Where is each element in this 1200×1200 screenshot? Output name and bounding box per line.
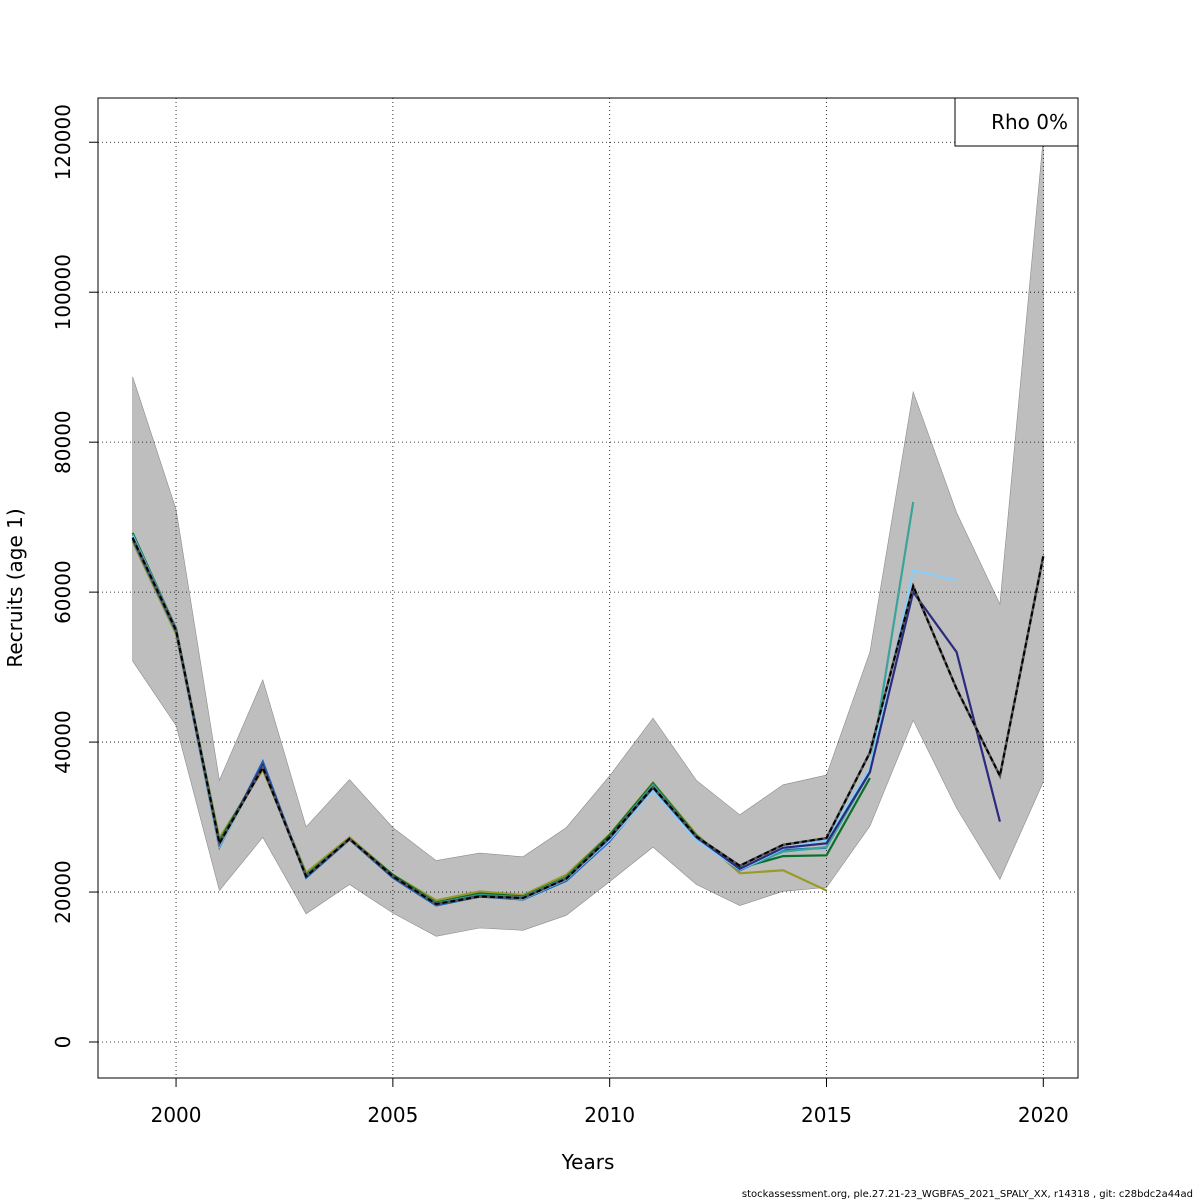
series-line xyxy=(131,537,1045,906)
y-tick-label: 120000 xyxy=(51,104,75,180)
y-tick-label: 40000 xyxy=(51,710,75,774)
footer-credit: stockassessment.org, ple.27.21-23_WGBFAS… xyxy=(742,1189,1193,1200)
x-tick-label: 2020 xyxy=(1018,1103,1069,1127)
x-tick-label: 2015 xyxy=(801,1103,852,1127)
x-axis-title: Years xyxy=(561,1150,615,1174)
y-tick-label: 80000 xyxy=(51,410,75,474)
legend-box xyxy=(954,97,1079,147)
y-tick-label: 20000 xyxy=(51,860,75,924)
x-tick-label: 2010 xyxy=(584,1103,635,1127)
confidence-band-layer xyxy=(132,137,1044,937)
y-axis: 0 20000 40000 60000 80000 100000 120000 xyxy=(51,104,98,1048)
confidence-band xyxy=(132,137,1044,937)
y-tick-label: 100000 xyxy=(51,254,75,330)
legend-text: Rho 0% xyxy=(991,110,1068,134)
y-tick-label: 0 xyxy=(51,1036,75,1049)
series-layer xyxy=(131,501,1045,907)
x-axis: 2000 2005 2010 2015 2020 xyxy=(151,1078,1069,1127)
legend: Rho 0% xyxy=(954,97,1079,147)
y-axis-title: Recruits (age 1) xyxy=(3,508,27,667)
y-tick-label: 60000 xyxy=(51,560,75,624)
plot-frame xyxy=(97,97,1079,1079)
x-tick-label: 2005 xyxy=(367,1103,418,1127)
x-tick-label: 2000 xyxy=(151,1103,202,1127)
